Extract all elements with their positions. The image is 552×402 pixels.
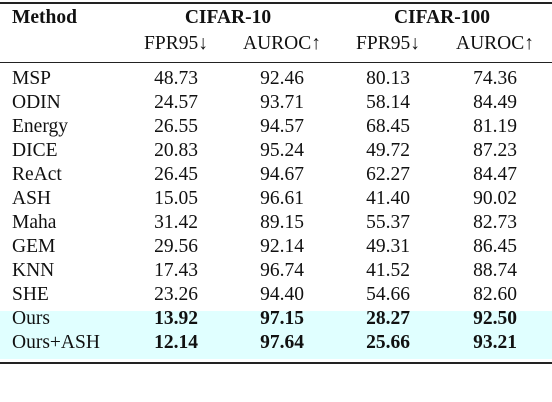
row-method-label: DICE [12, 140, 58, 161]
row-method-label: MSP [12, 68, 52, 89]
metric-header-fpr95-c100: FPR95↓ [356, 33, 420, 54]
row-method-label: Energy [12, 116, 68, 137]
row-value-cell: 55.37 [366, 212, 410, 233]
row-value-cell: 26.45 [154, 164, 198, 185]
table-top-rule [0, 2, 552, 4]
row-method-label: KNN [12, 260, 55, 281]
row-value-cell: 41.52 [366, 260, 410, 281]
row-value-cell: 74.36 [473, 68, 517, 89]
row-value-cell: 89.15 [260, 212, 304, 233]
row-value-cell: 82.60 [473, 284, 517, 305]
row-value-cell: 49.72 [366, 140, 410, 161]
row-method-label: Maha [12, 212, 57, 233]
highlight-row-ours [0, 311, 552, 335]
group-header-cifar100: CIFAR-100 [393, 7, 491, 28]
row-value-cell: 15.05 [154, 188, 198, 209]
row-value-cell: 31.42 [154, 212, 198, 233]
row-value-cell: 29.56 [154, 236, 198, 257]
row-value-cell: 96.74 [260, 260, 304, 281]
highlight-row-ours-ash [0, 335, 552, 359]
method-header: Method [12, 7, 77, 28]
row-value-cell: 26.55 [154, 116, 198, 137]
row-value-cell: 82.73 [473, 212, 517, 233]
row-value-cell: 48.73 [154, 68, 198, 89]
row-value-cell: 95.24 [260, 140, 304, 161]
row-method-label: ODIN [12, 92, 61, 113]
row-value-cell: 24.57 [154, 92, 198, 113]
row-value-cell: 88.74 [473, 260, 517, 281]
row-value-cell: 81.19 [473, 116, 517, 137]
row-value-cell: 20.83 [154, 140, 198, 161]
row-value-cell: 49.31 [366, 236, 410, 257]
row-value-cell: 12.14 [154, 332, 198, 353]
row-value-cell: 94.67 [260, 164, 304, 185]
row-method-label: ReAct [12, 164, 62, 185]
metric-header-auroc-c100: AUROC↑ [455, 33, 534, 54]
row-value-cell: 92.50 [473, 308, 517, 329]
row-value-cell: 90.02 [473, 188, 517, 209]
row-value-cell: 94.57 [260, 116, 304, 137]
row-value-cell: 87.23 [473, 140, 517, 161]
row-method-label: SHE [12, 284, 49, 305]
row-method-label: Ours+ASH [12, 332, 100, 353]
row-value-cell: 28.27 [366, 308, 410, 329]
row-value-cell: 96.61 [260, 188, 304, 209]
row-value-cell: 58.14 [366, 92, 410, 113]
group-header-cifar10: CIFAR-10 [184, 7, 272, 28]
row-value-cell: 94.40 [260, 284, 304, 305]
row-method-label: Ours [12, 308, 50, 329]
row-value-cell: 17.43 [154, 260, 198, 281]
row-method-label: ASH [12, 188, 52, 209]
row-value-cell: 97.64 [260, 332, 304, 353]
row-value-cell: 97.15 [260, 308, 304, 329]
metric-header-auroc-c10: AUROC↑ [242, 33, 321, 54]
table-bottom-rule [0, 362, 552, 364]
header-rule [0, 62, 552, 63]
row-value-cell: 23.26 [154, 284, 198, 305]
row-value-cell: 84.47 [473, 164, 517, 185]
row-value-cell: 41.40 [366, 188, 410, 209]
row-value-cell: 93.21 [473, 332, 517, 353]
row-value-cell: 68.45 [366, 116, 410, 137]
row-value-cell: 84.49 [473, 92, 517, 113]
row-value-cell: 62.27 [366, 164, 410, 185]
row-value-cell: 25.66 [366, 332, 410, 353]
row-value-cell: 13.92 [154, 308, 198, 329]
metric-header-fpr95-c10: FPR95↓ [144, 33, 208, 54]
row-value-cell: 92.14 [260, 236, 304, 257]
row-value-cell: 93.71 [260, 92, 304, 113]
row-value-cell: 54.66 [366, 284, 410, 305]
row-value-cell: 92.46 [260, 68, 304, 89]
row-method-label: GEM [12, 236, 56, 257]
row-value-cell: 80.13 [366, 68, 410, 89]
row-value-cell: 86.45 [473, 236, 517, 257]
